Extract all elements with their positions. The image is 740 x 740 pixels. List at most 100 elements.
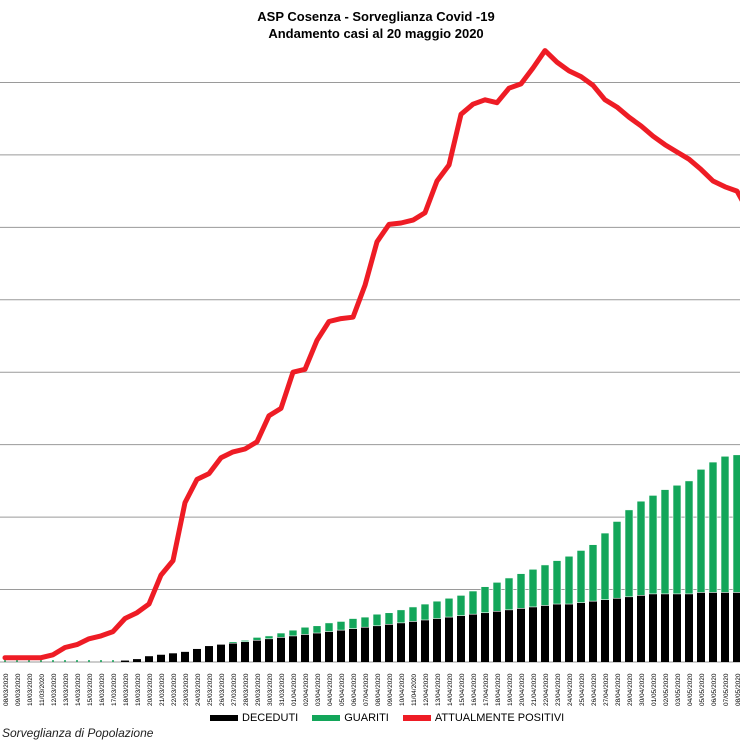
bar-deceduti — [613, 598, 621, 662]
bar-deceduti — [289, 635, 297, 662]
bar-zero-marker — [28, 660, 30, 662]
x-tick-label: 15/03/2020 — [87, 673, 94, 706]
bar-deceduti — [601, 599, 609, 662]
bar-guariti — [648, 495, 658, 595]
bar-guariti — [576, 550, 586, 603]
bar-guariti — [672, 484, 682, 595]
x-tick-label: 20/04/2020 — [519, 673, 526, 706]
bar-zero-marker — [88, 660, 90, 662]
legend-item-positivi: ATTUALMENTE POSITIVI — [402, 712, 565, 724]
x-tick-label: 24/04/2020 — [567, 673, 574, 706]
x-tick-label: 18/04/2020 — [495, 673, 502, 706]
x-tick-label: 01/04/2020 — [291, 673, 298, 706]
x-tick-label: 22/03/2020 — [171, 673, 178, 706]
bar-guariti — [240, 639, 250, 643]
bar-zero-marker — [16, 660, 18, 662]
legend-label-deceduti: DECEDUTI — [242, 712, 299, 724]
bar-zero-marker — [4, 660, 6, 662]
bar-guariti — [732, 454, 740, 593]
bar-guariti — [600, 532, 610, 600]
bar-deceduti — [553, 604, 561, 662]
bar-zero-marker — [100, 660, 102, 662]
bar-guariti — [564, 555, 574, 605]
bar-deceduti — [493, 611, 501, 662]
footer-source: Sorveglianza di Popolazione — [2, 726, 154, 740]
bar-guariti — [624, 509, 634, 598]
legend-label-guariti: GUARITI — [344, 712, 389, 724]
bar-guariti — [492, 582, 502, 612]
x-tick-label: 19/04/2020 — [507, 673, 514, 706]
bar-deceduti — [565, 604, 573, 662]
bar-deceduti — [325, 631, 333, 662]
bar-deceduti — [697, 592, 705, 662]
bar-deceduti — [373, 625, 381, 662]
bar-deceduti — [661, 593, 669, 662]
x-tick-label: 11/03/2020 — [39, 674, 46, 706]
bar-guariti — [480, 586, 490, 614]
bar-deceduti — [721, 592, 729, 662]
bar-deceduti — [445, 617, 453, 662]
x-tick-label: 16/04/2020 — [471, 673, 478, 706]
bar-guariti — [324, 622, 334, 632]
x-tick-label: 17/03/2020 — [111, 673, 118, 706]
bar-deceduti — [313, 633, 321, 662]
x-tick-label: 29/04/2020 — [627, 673, 634, 706]
x-tick-label: 30/04/2020 — [639, 673, 646, 706]
bar-guariti — [684, 480, 694, 595]
x-tick-label: 27/03/2020 — [231, 673, 238, 706]
x-tick-label: 23/03/2020 — [183, 673, 190, 706]
bar-guariti — [540, 564, 550, 606]
x-tick-label: 21/03/2020 — [159, 673, 166, 706]
bar-guariti — [516, 573, 526, 609]
x-tick-label: 03/04/2020 — [315, 673, 322, 706]
legend-label-positivi: ATTUALMENTE POSITIVI — [434, 712, 565, 724]
legend-item-deceduti: DECEDUTI — [210, 712, 298, 724]
bar-deceduti — [217, 644, 225, 662]
x-tick-label: 17/04/2020 — [483, 673, 490, 706]
x-tick-label: 14/03/2020 — [75, 673, 82, 706]
bar-deceduti — [709, 592, 717, 662]
chart-subtitle: Andamento casi al 20 maggio 2020 — [268, 26, 484, 41]
bar-deceduti — [505, 609, 513, 662]
x-tick-label: 28/03/2020 — [243, 673, 250, 706]
bar-guariti — [264, 635, 274, 640]
bar-zero-marker — [64, 660, 66, 662]
x-tick-label: 31/03/2020 — [279, 673, 286, 706]
bar-deceduti — [433, 618, 441, 662]
x-tick-label: 07/05/2020 — [723, 673, 730, 706]
bar-deceduti — [673, 593, 681, 662]
x-tick-label: 09/04/2020 — [387, 673, 394, 706]
bar-guariti — [612, 521, 622, 599]
bar-zero-marker — [76, 660, 78, 662]
bar-deceduti — [685, 593, 693, 662]
bar-deceduti — [229, 643, 237, 662]
x-tick-label: 22/04/2020 — [543, 673, 550, 706]
x-tick-label: 02/04/2020 — [303, 673, 310, 706]
bar-zero-marker — [52, 660, 54, 662]
bar-guariti — [408, 606, 418, 622]
x-tick-label: 15/04/2020 — [459, 673, 466, 706]
bar-guariti — [504, 577, 514, 611]
bar-deceduti — [409, 621, 417, 662]
legend-swatch-deceduti — [210, 715, 238, 721]
x-tick-label: 04/04/2020 — [327, 673, 334, 706]
x-tick-label: 25/03/2020 — [207, 673, 214, 706]
bar-deceduti — [301, 634, 309, 662]
x-tick-label: 03/05/2020 — [675, 673, 682, 706]
bar-guariti — [276, 632, 286, 638]
bar-guariti — [636, 500, 646, 596]
x-tick-label: 20/03/2020 — [147, 673, 154, 706]
bar-deceduti — [481, 612, 489, 662]
x-tick-label: 26/04/2020 — [591, 673, 598, 706]
bar-deceduti — [625, 596, 633, 662]
x-tick-label: 06/04/2020 — [351, 673, 358, 706]
x-tick-label: 25/04/2020 — [579, 673, 586, 706]
bar-guariti — [300, 626, 310, 635]
bar-deceduti — [169, 653, 177, 662]
x-tick-label: 05/05/2020 — [699, 673, 706, 706]
bar-deceduti — [181, 651, 189, 662]
x-tick-label: 02/05/2020 — [663, 673, 670, 706]
bar-guariti — [372, 613, 382, 627]
bar-guariti — [336, 621, 346, 631]
